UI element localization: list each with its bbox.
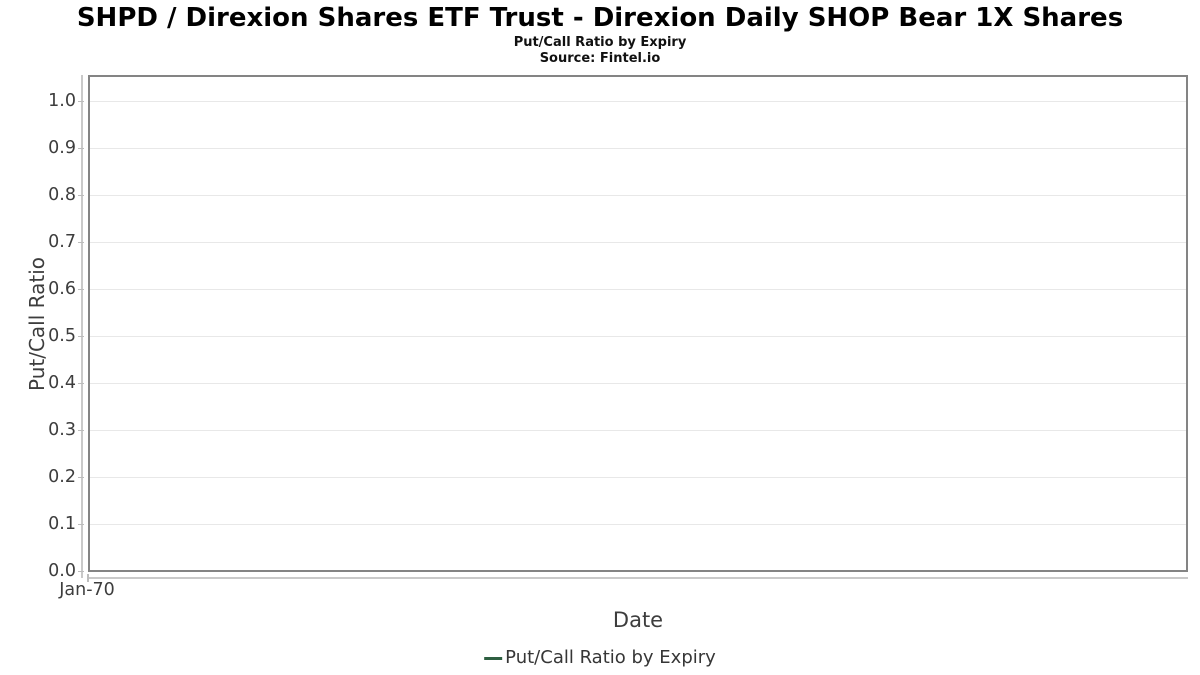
legend-line-marker [484,656,503,660]
chart-source: Source: Fintel.io [539,51,661,66]
chart-subtitle: Put/Call Ratio by Expiry [513,35,687,50]
plot-area [88,75,1188,572]
gridline [90,194,1186,196]
x-axis-title: Date [612,608,664,632]
y-axis-tick-label: 0.7 [48,232,76,252]
y-axis-tick-label: 0.0 [48,561,76,581]
y-axis-tick [78,147,84,149]
legend: Put/Call Ratio by Expiry [484,646,716,670]
y-axis-line [81,75,83,578]
gridline [90,429,1186,431]
y-axis-tick [78,429,84,431]
y-axis-tick-label: 0.1 [48,514,76,534]
y-axis-tick [78,570,84,572]
gridline [90,241,1186,243]
y-axis-tick-label: 0.2 [48,467,76,487]
gridline [90,288,1186,290]
y-axis-tick-label: 0.4 [48,373,76,393]
chart-title: SHPD / Direxion Shares ETF Trust - Direx… [76,3,1124,33]
x-axis-line [88,577,1188,579]
y-axis-tick-label: 0.9 [48,138,76,158]
x-axis-tick [87,573,89,582]
y-axis-tick-label: 0.6 [48,279,76,299]
y-axis-tick [78,241,84,243]
gridline [90,476,1186,478]
gridline [90,335,1186,337]
y-axis-tick-label: 0.8 [48,185,76,205]
y-axis-tick [78,288,84,290]
y-axis-tick-label: 0.3 [48,420,76,440]
y-axis-tick [78,523,84,525]
gridline [90,147,1186,149]
x-axis-tick-label: Jan-70 [59,580,115,600]
y-axis-tick [78,382,84,384]
y-axis-tick [78,335,84,337]
gridline [90,523,1186,525]
y-axis-tick-label: 1.0 [48,91,76,111]
gridline [90,382,1186,384]
gridline [90,100,1186,102]
y-axis-tick-label: 0.5 [48,326,76,346]
y-axis-tick [78,100,84,102]
legend-label: Put/Call Ratio by Expiry [505,647,716,668]
y-axis-tick [78,476,84,478]
y-axis-tick [78,194,84,196]
